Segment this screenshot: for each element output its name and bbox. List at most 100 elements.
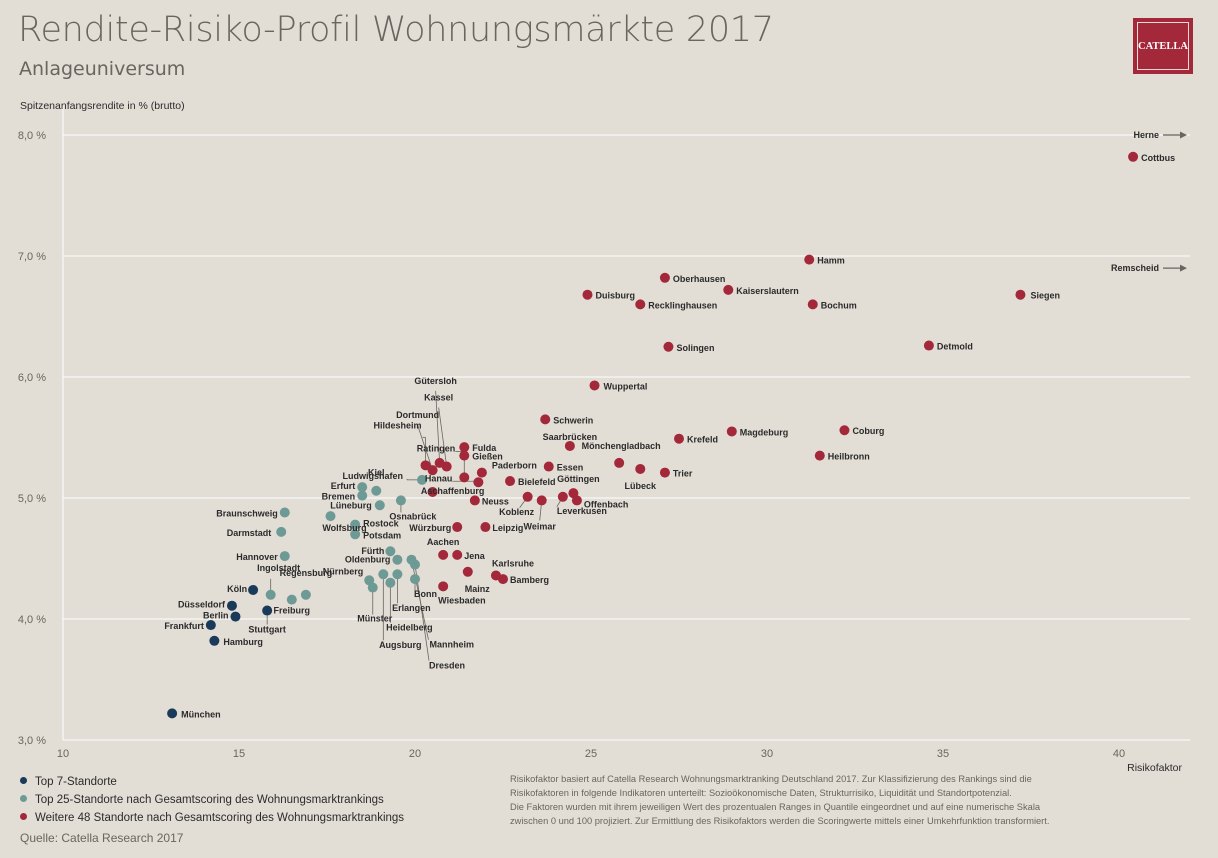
data-point [1128,151,1139,162]
data-point [659,467,670,478]
x-tick-label: 35 [937,748,949,760]
point-label: München [181,709,221,719]
point-label: Ludwigshafen [343,471,404,481]
point-label: Heilbronn [828,452,870,462]
point-label: Leverkusen [557,506,607,516]
data-point [1015,289,1026,300]
data-point [420,460,431,471]
point-label: Duisburg [595,291,635,301]
y-axis-title: Spitzenanfangsrendite in % (brutto) [20,100,185,112]
point-label: Dortmund [396,410,439,420]
point-label: Mannheim [429,640,474,650]
point-label: Weimar [524,521,557,531]
data-point [635,463,646,474]
data-point [438,581,449,592]
data-point [469,495,480,506]
point-label: Cottbus [1141,153,1175,163]
offscale-label: Remscheid [1111,263,1159,273]
data-point [374,500,385,511]
point-label: Siegen [1030,291,1060,301]
point-label: Berlin [203,611,229,621]
data-point [522,491,533,502]
point-label: Gütersloh [414,376,457,386]
data-point [839,425,850,436]
data-point [807,299,818,310]
data-point [279,507,290,518]
source-note: Quelle: Catella Research 2017 [20,831,184,845]
data-point [582,289,593,300]
point-label: Osnabrück [389,511,437,521]
point-label: Offenbach [584,499,629,509]
point-label: Recklinghausen [648,300,717,310]
data-point [452,549,463,560]
data-point [395,495,406,506]
point-label: Fürth [361,546,384,556]
point-label: Karlsruhe [492,558,534,568]
legend-item-top7: Top 7-Standorte [20,773,404,791]
point-label: Ingolstadt [257,563,300,573]
x-axis-title: Risikofaktor [1127,762,1182,774]
data-point [452,522,463,533]
data-point [410,574,420,585]
point-label: Rostock [363,519,400,529]
point-label: Magdeburg [740,427,789,437]
point-label: Kassel [424,393,453,403]
data-point [473,477,484,488]
leader-line [417,425,433,471]
point-label: Heidelberg [386,623,433,633]
data-point [459,450,470,461]
legend-item-weitere48: Weitere 48 Standorte nach Gesamtscoring … [20,809,404,827]
point-label: Darmstadt [227,528,272,538]
point-label: Stuttgart [248,625,286,635]
data-point [357,490,368,501]
leader-line [435,390,441,463]
point-label: Bochum [821,300,857,310]
point-label: Essen [557,463,584,473]
point-label: Frankfurt [164,621,204,631]
legend-dot-top25 [20,795,27,803]
data-point [392,554,403,565]
method-note-line: Risikofaktor basiert auf Catella Researc… [510,774,1032,784]
x-tick-label: 30 [761,748,773,760]
data-point [476,467,487,478]
point-label: Erlangen [392,603,431,613]
point-label: Würzburg [409,523,451,533]
data-point [226,600,237,611]
point-label: Freiburg [274,606,311,616]
data-point [589,380,600,391]
point-label: Wuppertal [604,381,648,391]
point-label: Düsseldorf [178,600,226,610]
point-label: Fulda [472,443,497,453]
catella-logo: CATELLA [1133,18,1193,74]
data-point [410,559,420,570]
method-note-line: zwischen 0 und 100 projiziert. Zur Ermit… [510,816,1050,826]
data-point [462,566,473,577]
point-label: Nürnberg [323,566,364,576]
chart-title: Rendite-Risiko-Profil Wohnungsmärkte 201… [18,10,774,50]
chart-subtitle: Anlageuniversum [19,58,186,80]
data-point [248,584,259,595]
data-point [325,511,336,522]
data-point [385,577,396,588]
data-point [635,299,646,310]
point-label: Oldenburg [345,555,391,565]
y-tick-label: 7,0 % [18,251,46,263]
data-point [571,495,582,506]
point-label: Trier [673,469,693,479]
point-label: Regensburg [280,568,333,578]
point-label: Koblenz [499,507,534,517]
legend-dot-weitere48 [20,813,27,821]
data-point [564,440,575,451]
point-label: Hamm [817,256,845,266]
point-label: Potsdam [363,530,401,540]
data-point [417,474,428,485]
data-point [441,461,452,472]
data-point [371,485,382,496]
data-point [427,465,438,476]
legend-item-top25: Top 25-Standorte nach Gesamtscoring des … [20,791,404,809]
data-point [350,519,361,530]
data-point [265,589,276,600]
logo-text: CATELLA [1137,22,1189,70]
data-point [378,569,389,580]
